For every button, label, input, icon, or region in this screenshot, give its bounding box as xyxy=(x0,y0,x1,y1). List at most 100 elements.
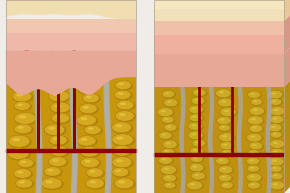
Ellipse shape xyxy=(216,157,229,165)
Polygon shape xyxy=(36,54,41,193)
Ellipse shape xyxy=(270,131,282,138)
Ellipse shape xyxy=(221,149,233,156)
Ellipse shape xyxy=(215,157,231,166)
Ellipse shape xyxy=(162,140,179,149)
Ellipse shape xyxy=(250,167,254,169)
Ellipse shape xyxy=(161,110,166,112)
Polygon shape xyxy=(284,14,290,54)
Ellipse shape xyxy=(14,169,33,179)
Ellipse shape xyxy=(250,175,255,178)
Ellipse shape xyxy=(17,159,35,169)
Ellipse shape xyxy=(189,114,203,122)
Ellipse shape xyxy=(79,104,99,115)
Ellipse shape xyxy=(112,134,133,146)
Ellipse shape xyxy=(251,93,255,95)
Ellipse shape xyxy=(46,79,65,89)
Ellipse shape xyxy=(215,89,232,99)
Ellipse shape xyxy=(193,89,206,96)
Ellipse shape xyxy=(223,144,227,146)
Ellipse shape xyxy=(191,124,196,126)
Ellipse shape xyxy=(164,168,169,170)
Polygon shape xyxy=(180,87,184,193)
Ellipse shape xyxy=(218,125,231,132)
Bar xyxy=(154,0,284,193)
Ellipse shape xyxy=(160,165,176,174)
Bar xyxy=(6,33,136,50)
Ellipse shape xyxy=(83,106,89,109)
Ellipse shape xyxy=(86,96,92,98)
Ellipse shape xyxy=(164,182,177,190)
Ellipse shape xyxy=(49,146,70,157)
Ellipse shape xyxy=(9,80,30,91)
Ellipse shape xyxy=(273,142,278,144)
Ellipse shape xyxy=(250,152,254,153)
Ellipse shape xyxy=(86,168,105,179)
Ellipse shape xyxy=(217,98,234,108)
Ellipse shape xyxy=(116,159,123,162)
Ellipse shape xyxy=(272,159,277,162)
Ellipse shape xyxy=(251,98,262,105)
Ellipse shape xyxy=(162,148,175,156)
Ellipse shape xyxy=(116,148,123,151)
Ellipse shape xyxy=(164,150,169,152)
Ellipse shape xyxy=(249,125,264,133)
Ellipse shape xyxy=(218,166,234,175)
Ellipse shape xyxy=(81,138,88,141)
Ellipse shape xyxy=(221,126,225,128)
Ellipse shape xyxy=(248,91,262,99)
Ellipse shape xyxy=(164,118,168,120)
Ellipse shape xyxy=(119,113,126,116)
Ellipse shape xyxy=(7,148,31,161)
Ellipse shape xyxy=(222,135,227,137)
Ellipse shape xyxy=(162,91,175,98)
Ellipse shape xyxy=(49,135,67,145)
Ellipse shape xyxy=(84,149,90,152)
Ellipse shape xyxy=(41,178,62,189)
Ellipse shape xyxy=(8,148,29,159)
Ellipse shape xyxy=(191,155,203,162)
Ellipse shape xyxy=(188,106,205,115)
Ellipse shape xyxy=(273,183,278,185)
Ellipse shape xyxy=(18,126,24,129)
Ellipse shape xyxy=(247,182,262,190)
Ellipse shape xyxy=(164,99,178,107)
Ellipse shape xyxy=(251,99,264,106)
Ellipse shape xyxy=(159,132,173,140)
Ellipse shape xyxy=(219,133,235,142)
Ellipse shape xyxy=(114,90,131,99)
Ellipse shape xyxy=(115,80,131,90)
Ellipse shape xyxy=(195,141,200,143)
Ellipse shape xyxy=(191,133,196,135)
Ellipse shape xyxy=(250,135,255,138)
Ellipse shape xyxy=(218,98,233,107)
Ellipse shape xyxy=(247,165,260,173)
Ellipse shape xyxy=(79,104,97,113)
Ellipse shape xyxy=(41,178,64,190)
Ellipse shape xyxy=(164,99,179,108)
Bar xyxy=(154,9,284,21)
Ellipse shape xyxy=(83,94,101,104)
Ellipse shape xyxy=(17,158,34,168)
Ellipse shape xyxy=(112,134,135,147)
Ellipse shape xyxy=(193,149,197,151)
Bar xyxy=(6,77,136,193)
Ellipse shape xyxy=(270,166,283,173)
Bar xyxy=(154,35,284,54)
Ellipse shape xyxy=(84,125,101,135)
Ellipse shape xyxy=(49,90,69,102)
Ellipse shape xyxy=(221,182,233,189)
Ellipse shape xyxy=(53,137,59,140)
Ellipse shape xyxy=(46,180,53,184)
Ellipse shape xyxy=(81,86,88,89)
Ellipse shape xyxy=(253,109,258,111)
Ellipse shape xyxy=(112,167,129,177)
Ellipse shape xyxy=(248,91,260,98)
Ellipse shape xyxy=(51,113,70,123)
Ellipse shape xyxy=(192,89,207,97)
Ellipse shape xyxy=(162,174,177,183)
Ellipse shape xyxy=(159,132,172,139)
Ellipse shape xyxy=(220,108,238,118)
Ellipse shape xyxy=(252,144,257,146)
Ellipse shape xyxy=(115,111,134,121)
Ellipse shape xyxy=(162,116,175,124)
